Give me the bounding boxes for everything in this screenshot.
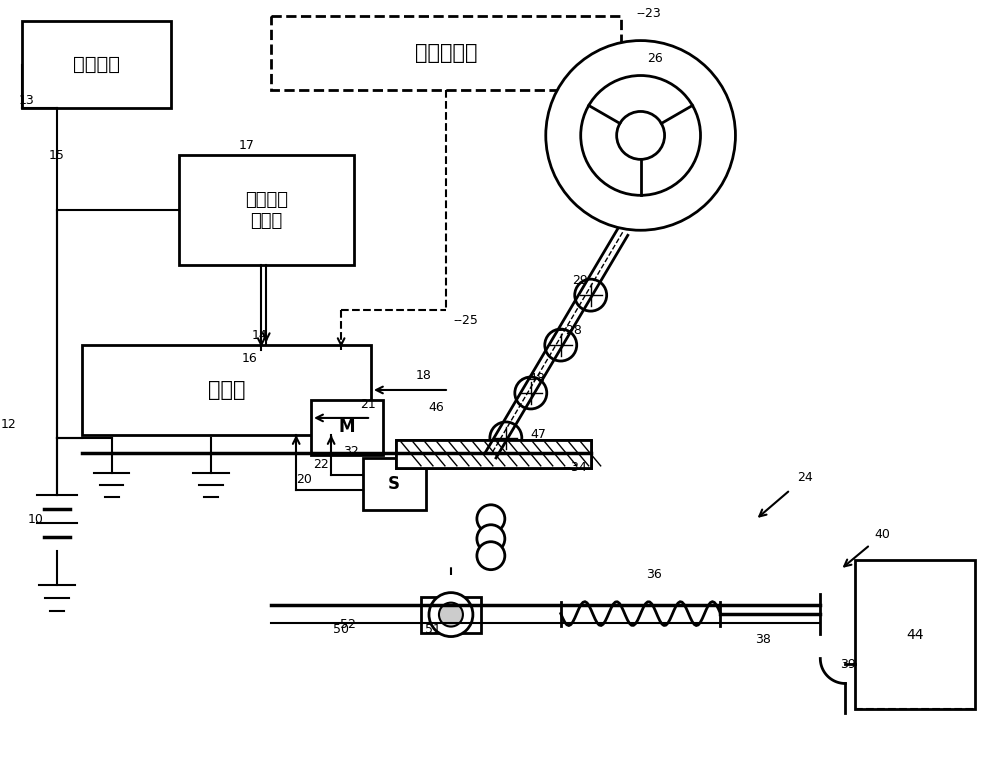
Text: 10: 10 — [28, 513, 44, 526]
Text: 16: 16 — [241, 352, 257, 365]
Bar — [363, 458, 426, 510]
Text: 温度传感器: 温度传感器 — [415, 42, 477, 63]
Text: 44: 44 — [906, 628, 924, 641]
Text: 26: 26 — [648, 52, 663, 65]
Text: 39: 39 — [840, 658, 856, 671]
Bar — [22, 20, 171, 108]
Text: 38: 38 — [755, 633, 771, 646]
Bar — [855, 559, 975, 709]
Circle shape — [546, 41, 735, 230]
Text: 14: 14 — [251, 328, 267, 342]
Text: 存储介质: 存储介质 — [73, 55, 120, 74]
Text: 32: 32 — [343, 446, 359, 459]
Circle shape — [477, 542, 505, 570]
Text: 17: 17 — [238, 139, 254, 152]
Text: 控制器: 控制器 — [208, 380, 245, 400]
Circle shape — [545, 329, 577, 361]
Text: 18: 18 — [416, 368, 432, 381]
Text: --23: --23 — [637, 7, 661, 20]
Text: 车辆速度
传感器: 车辆速度 传感器 — [245, 191, 288, 230]
Bar — [421, 597, 481, 633]
Text: 51: 51 — [425, 623, 441, 636]
Bar — [311, 400, 383, 455]
Circle shape — [477, 525, 505, 553]
Bar — [82, 345, 371, 435]
Text: S: S — [388, 475, 400, 493]
Text: 15: 15 — [49, 149, 64, 162]
Text: M: M — [339, 418, 355, 436]
Text: 20: 20 — [296, 473, 312, 487]
Bar — [396, 440, 591, 468]
Text: 24: 24 — [797, 471, 813, 484]
Text: 29: 29 — [572, 274, 587, 287]
Text: 36: 36 — [646, 568, 661, 581]
Text: 13: 13 — [19, 94, 34, 107]
Text: --34: --34 — [563, 462, 587, 475]
Text: 50: 50 — [333, 623, 349, 636]
Text: 12: 12 — [1, 418, 17, 431]
Text: 22: 22 — [313, 459, 329, 471]
Text: 52: 52 — [340, 618, 356, 631]
Circle shape — [617, 111, 665, 159]
Text: 40: 40 — [874, 528, 890, 541]
Circle shape — [575, 279, 607, 311]
Bar — [271, 16, 621, 90]
Text: 46: 46 — [428, 402, 444, 415]
Circle shape — [515, 377, 547, 409]
Text: 47: 47 — [531, 428, 547, 441]
Text: --48: --48 — [521, 371, 546, 384]
Text: 21: 21 — [360, 399, 376, 412]
Bar — [179, 155, 354, 265]
Text: --28: --28 — [558, 324, 583, 337]
Circle shape — [439, 603, 463, 627]
Bar — [396, 440, 591, 468]
Circle shape — [477, 505, 505, 533]
Circle shape — [429, 593, 473, 637]
Circle shape — [490, 422, 522, 454]
Circle shape — [581, 76, 701, 196]
Text: --25: --25 — [453, 314, 478, 327]
